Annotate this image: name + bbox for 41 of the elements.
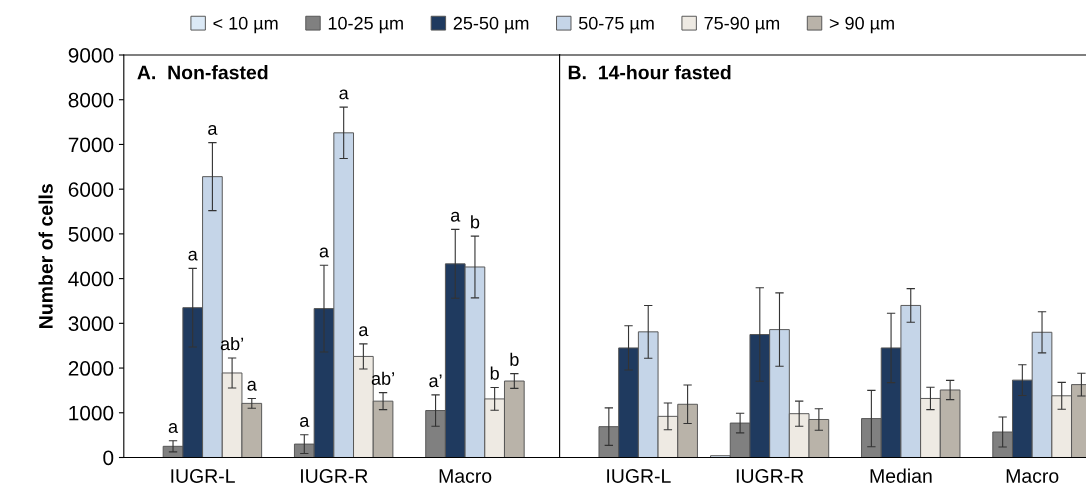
legend-label: 50-75 µm [578,16,654,34]
y-tick-label: 5000 [68,226,114,242]
legend-label: 10-25 µm [328,16,403,34]
legend-label: 25-50 µm [453,16,529,34]
annotation: a [168,423,179,433]
annotation: a [300,417,310,427]
annotation: b [510,352,519,366]
annotation: a [208,125,218,135]
y-tick-label: 2000 [68,361,114,376]
x-tick-label: Median [870,468,932,483]
x-tick-label: Macro [439,469,492,483]
annotation: ab’ [220,337,244,351]
x-tick-label: IUGR-L [171,469,235,483]
annotation: a [188,250,198,261]
y-tick-label: 1000 [69,405,114,421]
x-tick-label: Macro [1006,469,1059,483]
y-tick-label: 3000 [68,316,114,332]
legend-label: > 90 µm [829,16,894,34]
x-tick-label: IUGR-L [607,469,671,483]
annotation: a [451,211,461,222]
x-tick-label: IUGR-R [736,469,804,483]
legend-label: 75-90 µm [704,16,780,34]
y-tick-label: 6000 [68,182,114,197]
annotation: a’ [429,374,442,388]
y-tick-label: 0 [103,450,114,466]
annotation: a [247,380,257,391]
y-tick-label: 4000 [68,271,114,287]
annotation: a [319,247,330,258]
annotation: b [490,366,499,380]
chart-title: A. Non-fasted [137,65,268,80]
annotation: ab’ [371,371,394,385]
y-tick-label: 9000 [68,48,114,63]
annotation: b [471,215,480,229]
annotation: a [339,89,349,100]
y-tick-label: 8000 [68,92,114,108]
legend-label: < 10 µm [213,16,278,34]
annotation: a [359,326,369,337]
y-tick-label: 7000 [68,137,114,153]
chart-title: B. 14-hour fasted [568,65,731,80]
x-tick-label: IUGR-R [301,469,368,483]
y-axis-title: Number of cells [38,184,53,328]
